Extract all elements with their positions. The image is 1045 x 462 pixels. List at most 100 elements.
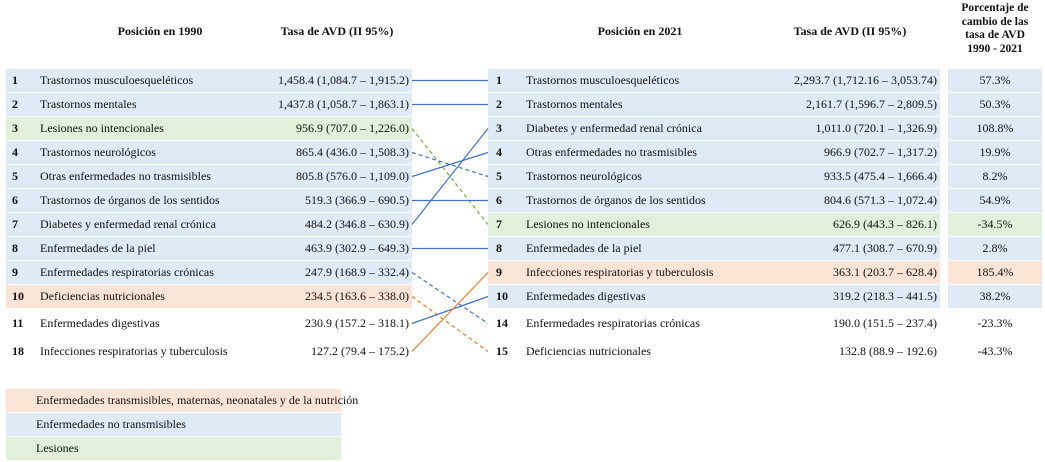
header-percent-line: cambio de las: [961, 15, 1029, 28]
rank-1990: 8: [12, 241, 18, 255]
percent-change: 38.2%: [948, 285, 1042, 308]
cause-2021: Infecciones respiratorias y tuberculosis: [526, 265, 714, 279]
row-1990: 11 Enfermedades digestivas 230.9 (157.2 – …: [6, 312, 412, 335]
rank-change-line: [411, 295, 489, 325]
cause-1990: Trastornos de órganos de los sentidos: [40, 193, 220, 207]
rank-1990: 18: [12, 344, 24, 358]
rank-2021: 10: [496, 289, 508, 303]
cause-2021: Trastornos musculoesqueléticos: [526, 73, 680, 87]
cause-1990: Lesiones no intencionales: [40, 121, 164, 135]
row-2021: 3 Diabetes y enfermedad renal crónica 1,01…: [488, 117, 940, 140]
cause-1990: Enfermedades de la piel: [40, 241, 156, 255]
row-2021: 1 Trastornos musculoesqueléticos 2,293.7 (…: [488, 69, 940, 92]
cause-2021: Trastornos de órganos de los sentidos: [526, 193, 706, 207]
rate-2021: 804.6 (571.3 – 1,072.4): [824, 193, 937, 207]
rank-2021: 15: [496, 344, 508, 358]
rank-2021: 4: [496, 145, 502, 159]
cause-1990: Enfermedades respiratorias crónicas: [40, 265, 214, 279]
row-2021: 14 Enfermedades respiratorias crónicas 190…: [488, 312, 940, 335]
legend-label: Enfermedades no transmisibles: [36, 417, 186, 431]
row-1990: 7 Diabetes y enfermedad renal crónica 484.…: [6, 213, 412, 236]
rank-2021: 2: [496, 97, 502, 111]
rank-1990: 2: [12, 97, 18, 111]
cause-2021: Lesiones no intencionales: [526, 217, 650, 231]
row-2021: 4 Otras enfermedades no trasmisibles 966.9…: [488, 141, 940, 164]
rate-1990: 1,458.4 (1,084.7 – 1,915.2): [278, 73, 409, 87]
percent-change: -34.5%: [948, 213, 1042, 236]
row-2021: 7 Lesiones no intencionales 626.9 (443.3 –…: [488, 213, 940, 236]
cause-1990: Diabetes y enfermedad renal crónica: [40, 217, 216, 231]
rank-2021: 8: [496, 241, 502, 255]
percent-change: 50.3%: [948, 93, 1042, 116]
row-2021: 10 Enfermedades digestivas 319.2 (218.3 – …: [488, 285, 940, 308]
rank-2021: 1: [496, 73, 502, 87]
row-1990: 10 Deficiencias nutricionales 234.5 (163.6…: [6, 285, 412, 308]
header-percent-line: Porcentaje de: [961, 2, 1029, 14]
row-1990: 6 Trastornos de órganos de los sentidos 51…: [6, 189, 412, 212]
header-position-2021: Posición en 2021: [597, 24, 683, 38]
cause-1990: Enfermedades digestivas: [40, 316, 160, 330]
rate-1990: 463.9 (302.9 – 649.3): [305, 241, 409, 255]
rank-1990: 9: [12, 265, 18, 279]
cause-2021: Otras enfermedades no trasmisibles: [526, 145, 697, 159]
rank-2021: 14: [496, 316, 508, 330]
rate-2021: 363.1 (203.7 – 628.4): [833, 265, 937, 279]
cause-1990: Trastornos mentales: [40, 97, 137, 111]
rate-1990: 865.4 (436.0 – 1,508.3): [296, 145, 409, 159]
rate-2021: 477.1 (308.7 – 670.9): [833, 241, 937, 255]
rate-2021: 190.0 (151.5 – 237.4): [833, 316, 937, 330]
row-2021: 2 Trastornos mentales 2,161.7 (1,596.7 – 2…: [488, 93, 940, 116]
rate-2021: 2,161.7 (1,596.7 – 2,809.5): [806, 97, 937, 111]
rate-2021: 626.9 (443.3 – 826.1): [833, 217, 937, 231]
rank-change-line: [411, 128, 489, 225]
rate-2021: 1,011.0 (720.1 – 1,326.9): [815, 121, 937, 135]
header-percent-line: tasa de AVD: [965, 29, 1025, 41]
rate-1990: 484.2 (346.8 – 630.9): [305, 217, 409, 231]
rank-1990: 5: [12, 169, 18, 183]
rank-2021: 9: [496, 265, 502, 279]
header-rate-1990: Tasa de AVD (II 95%): [280, 24, 394, 38]
row-1990: 8 Enfermedades de la piel 463.9 (302.9 – 6…: [6, 237, 412, 260]
cause-2021: Diabetes y enfermedad renal crónica: [526, 121, 702, 135]
rate-1990: 519.3 (366.9 – 690.5): [305, 193, 409, 207]
rank-change-line: [411, 272, 489, 324]
percent-change: 8.2%: [948, 165, 1042, 188]
cause-2021: Trastornos mentales: [526, 97, 623, 111]
row-1990: 1 Trastornos musculoesqueléticos 1,458.4 (…: [6, 69, 412, 92]
rate-2021: 933.5 (475.4 – 1,666.4): [824, 169, 937, 183]
rate-1990: 805.8 (576.0 – 1,109.0): [296, 169, 409, 183]
cause-1990: Trastornos neurológicos: [40, 145, 156, 159]
cause-1990: Deficiencias nutricionales: [40, 289, 165, 303]
rank-1990: 6: [12, 193, 18, 207]
row-1990: 4 Trastornos neurológicos 865.4 (436.0 – 1…: [6, 141, 412, 164]
cause-1990: Infecciones respiratorias y tuberculosis: [40, 344, 228, 358]
row-2021: 5 Trastornos neurológicos 933.5 (475.4 – 1…: [488, 165, 940, 188]
percent-change: 185.4%: [948, 261, 1042, 284]
row-1990: 3 Lesiones no intencionales 956.9 (707.0 –…: [6, 117, 412, 140]
rate-1990: 230.9 (157.2 – 318.1): [305, 316, 409, 330]
percent-change: -43.3%: [977, 344, 1013, 358]
rank-1990: 3: [12, 121, 18, 135]
percent-change: -23.3%: [977, 316, 1013, 330]
cause-2021: Enfermedades digestivas: [526, 289, 646, 303]
rank-2021: 6: [496, 193, 502, 207]
row-1990: 18 Infecciones respiratorias y tuberculos…: [6, 340, 412, 363]
rank-1990: 10: [12, 289, 24, 303]
percent-change: 19.9%: [948, 141, 1042, 164]
rate-1990: 956.9 (707.0 – 1,226.0): [296, 121, 409, 135]
row-2021: 6 Trastornos de órganos de los sentidos 80…: [488, 189, 940, 212]
percent-change: 108.8%: [948, 117, 1042, 140]
row-1990: 5 Otras enfermedades no trasmisibles 805.8…: [6, 165, 412, 188]
rank-2021: 3: [496, 121, 502, 135]
legend-swatch: [6, 437, 341, 460]
cause-1990: Trastornos musculoesqueléticos: [40, 73, 194, 87]
rank-2021: 7: [496, 217, 502, 231]
cause-1990: Otras enfermedades no trasmisibles: [40, 169, 211, 183]
rank-1990: 4: [12, 145, 18, 159]
header-rate-2021: Tasa de AVD (II 95%): [793, 24, 907, 38]
rate-1990: 247.9 (168.9 – 332.4): [305, 265, 409, 279]
legend-swatch: [6, 389, 341, 412]
rank-1990: 11: [12, 316, 24, 330]
